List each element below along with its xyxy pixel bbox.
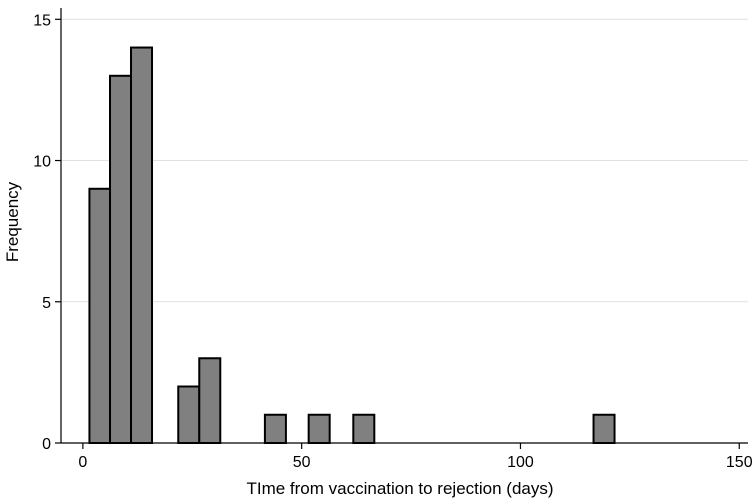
histogram-bar [198,357,222,444]
y-axis-label: Frequency [3,181,22,262]
x-tick-label: 100 [507,454,534,471]
histogram-bar [263,413,287,444]
y-tick-label: 0 [42,436,51,453]
y-tick-label: 5 [42,295,51,312]
y-tick-label: 15 [33,12,51,29]
histogram-bar [592,413,616,444]
axes [55,8,748,449]
bars [88,46,616,445]
histogram-bar [88,187,112,444]
x-tick-label: 0 [78,454,87,471]
histogram-bar [307,413,331,444]
x-tick-label: 50 [293,454,311,471]
histogram-bar [130,46,154,445]
y-tick-label: 10 [33,154,51,171]
histogram-bar [177,385,201,445]
histogram-bar [109,74,133,444]
x-tick-label: 150 [726,454,753,471]
histogram-bar [352,413,376,444]
x-axis-label: TIme from vaccination to rejection (days… [246,479,553,498]
gridlines [61,18,748,303]
